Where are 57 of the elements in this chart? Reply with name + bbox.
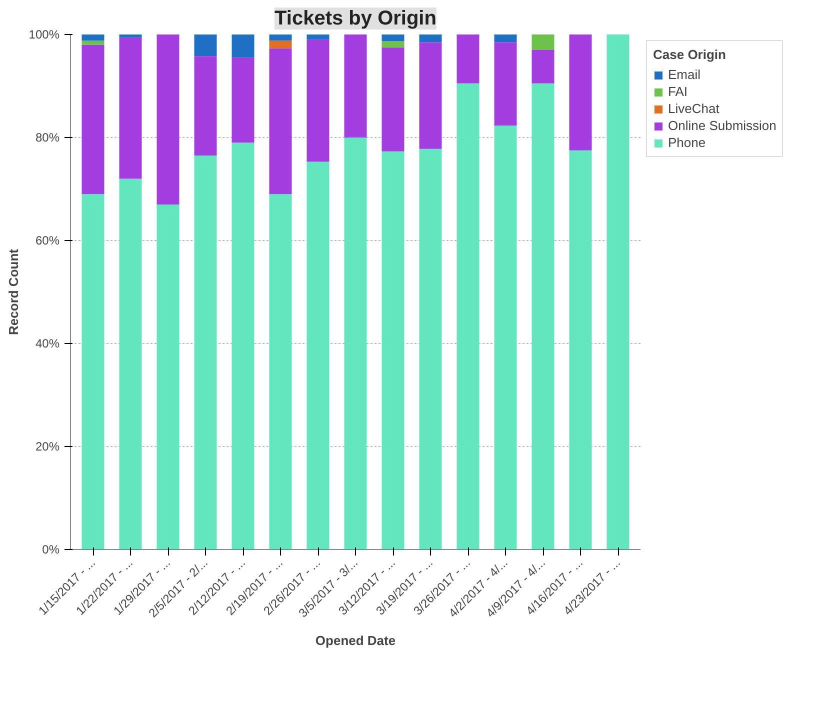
- legend-label: Email: [668, 67, 701, 82]
- bar: [306, 162, 330, 550]
- x-axis-title: Opened Date: [315, 633, 396, 648]
- chart-title: Tickets by Origin: [274, 8, 436, 30]
- bar: [119, 178, 142, 550]
- bar: [232, 34, 254, 58]
- bar: [569, 150, 592, 550]
- bar: [382, 34, 404, 42]
- bar: [532, 50, 554, 84]
- bar: [419, 34, 442, 42]
- bar: [156, 34, 180, 204]
- bar: [606, 34, 630, 550]
- bar: [532, 34, 554, 50]
- bar: [232, 142, 254, 550]
- legend-title: Case Origin: [653, 47, 727, 62]
- bar: [494, 126, 517, 550]
- bar: [382, 41, 404, 48]
- y-tick-label: 0%: [42, 542, 60, 556]
- bar: [344, 138, 367, 550]
- bar: [382, 47, 404, 152]
- bar: [269, 194, 292, 550]
- legend-label: FAI: [668, 84, 688, 99]
- bar: [82, 40, 104, 45]
- bar: [269, 34, 292, 41]
- bar: [82, 194, 104, 550]
- bar: [494, 42, 517, 126]
- bar: [419, 148, 442, 550]
- y-tick-label: 60%: [35, 234, 60, 248]
- bar: [119, 38, 142, 179]
- bar: [569, 34, 592, 150]
- bar: [82, 44, 104, 194]
- bar: [119, 34, 142, 38]
- legend-label: Online Submission: [668, 118, 776, 133]
- bar: [82, 34, 104, 41]
- bar: [194, 34, 217, 56]
- bar: [194, 156, 217, 550]
- bar: [269, 48, 292, 194]
- y-tick-label: 80%: [35, 130, 60, 144]
- y-tick-label: 100%: [28, 28, 60, 42]
- legend-label: Phone: [668, 135, 706, 150]
- bar: [456, 34, 480, 84]
- bar: [269, 40, 292, 48]
- bar: [306, 40, 330, 162]
- bar: [382, 151, 404, 550]
- bar: [156, 204, 180, 550]
- y-tick-label: 40%: [35, 336, 60, 350]
- bar: [194, 56, 217, 156]
- legend-label: LiveChat: [668, 101, 720, 116]
- bar: [419, 42, 442, 149]
- y-tick-label: 20%: [35, 440, 60, 454]
- bar: [494, 34, 517, 42]
- bar: [456, 83, 480, 550]
- y-axis-title: Record Count: [6, 248, 21, 335]
- bar: [306, 34, 330, 40]
- bar: [232, 58, 254, 143]
- bar: [344, 34, 367, 138]
- bar: [532, 83, 554, 550]
